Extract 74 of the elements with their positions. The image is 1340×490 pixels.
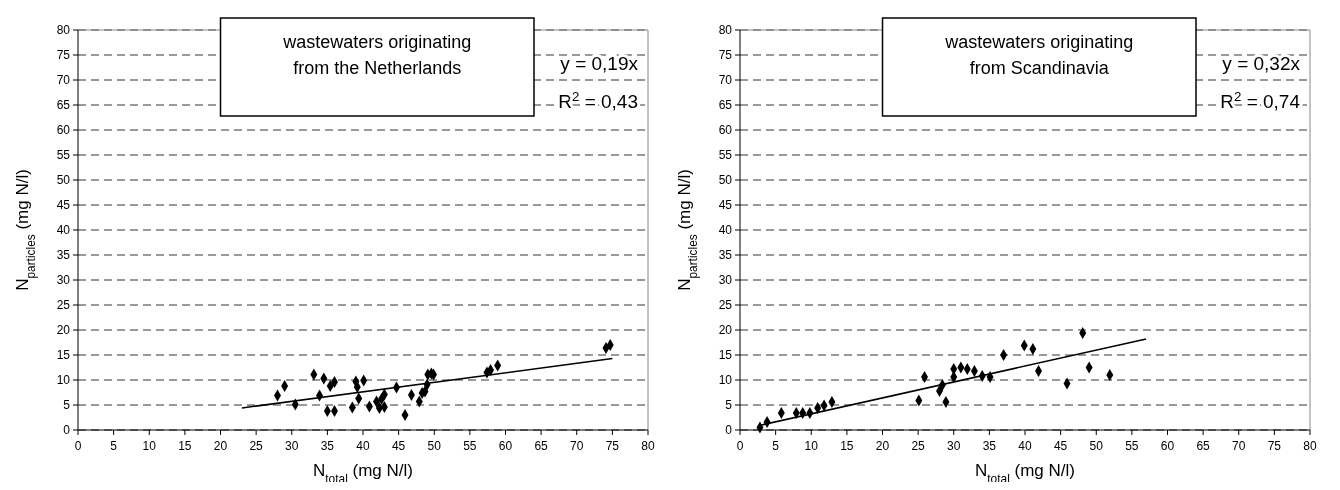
- x-tick-label: 35: [982, 439, 997, 453]
- y-tick-label: 70: [56, 73, 71, 88]
- x-tick-label: 20: [213, 439, 228, 453]
- x-tick-label: 15: [840, 439, 854, 453]
- x-tick-label: 15: [178, 439, 192, 453]
- x-tick-label: 70: [570, 439, 584, 453]
- x-tick-label: 35: [320, 439, 335, 453]
- y-tick-label: 80: [56, 23, 71, 38]
- y-tick-label: 50: [718, 173, 733, 188]
- y-tick-label: 55: [56, 148, 71, 163]
- x-tick-label: 50: [427, 439, 442, 453]
- y-tick-label: 0: [63, 423, 71, 438]
- y-tick-label: 20: [56, 323, 71, 338]
- x-tick-label: 60: [498, 439, 513, 453]
- x-tick-label: 25: [249, 439, 264, 453]
- annotation: R$^{2}$ = 0,74: [1220, 88, 1301, 112]
- y-tick-label: 40: [56, 223, 71, 238]
- y-tick-label: 60: [56, 123, 71, 138]
- y-tick-label: 10: [718, 373, 733, 388]
- y-tick-label: 5: [725, 398, 733, 413]
- x-tick-label: 10: [142, 439, 157, 453]
- y-tick-label: 20: [718, 323, 733, 338]
- x-tick-label: 20: [875, 439, 890, 453]
- y-tick-label: 80: [718, 23, 733, 38]
- y-tick-label: 5: [63, 398, 71, 413]
- y-tick-label: 65: [56, 98, 71, 113]
- y-tick-label: 65: [718, 98, 733, 113]
- y-tick-label: 45: [718, 198, 733, 213]
- y-tick-label: 75: [56, 48, 71, 63]
- x-tick-label: 10: [804, 439, 819, 453]
- y-tick-label: 25: [718, 298, 733, 313]
- x-tick-label: 55: [463, 439, 477, 453]
- y-tick-label: 35: [56, 248, 71, 263]
- y-tick-label: 30: [718, 273, 733, 288]
- x-tick-label: 80: [1303, 439, 1317, 453]
- y-tick-label: 15: [718, 348, 733, 363]
- x-tick-label: 0: [74, 439, 82, 453]
- annotation: y = 0,32x: [1222, 53, 1301, 74]
- y-tick-label: 0: [725, 423, 733, 438]
- y-tick-label: 30: [56, 273, 71, 288]
- x-tick-label: 70: [1232, 439, 1246, 453]
- y-tick-label: 50: [56, 173, 71, 188]
- x-tick-label: 40: [356, 439, 370, 453]
- x-tick-label: 60: [1160, 439, 1175, 453]
- y-tick-label: 75: [718, 48, 733, 63]
- y-tick-label: 60: [718, 123, 733, 138]
- y-tick-label: 45: [56, 198, 71, 213]
- x-tick-label: 75: [1267, 439, 1282, 453]
- y-tick-label: 35: [718, 248, 733, 263]
- y-tick-label: 15: [56, 348, 71, 363]
- y-tick-label: 40: [718, 223, 733, 238]
- x-tick-label: 55: [1125, 439, 1139, 453]
- y-tick-label: 70: [718, 73, 733, 88]
- annotation: R$^{2}$ = 0,43: [558, 88, 638, 112]
- x-tick-label: 75: [605, 439, 620, 453]
- y-tick-label: 10: [56, 373, 71, 388]
- x-tick-label: 50: [1089, 439, 1104, 453]
- x-tick-label: 5: [110, 439, 118, 453]
- x-tick-label: 45: [391, 439, 406, 453]
- x-tick-label: 0: [736, 439, 744, 453]
- title-text-box: wastewaters originating from the Netherlands: [219, 17, 535, 117]
- x-tick-label: 30: [947, 439, 961, 453]
- x-tick-label: 45: [1053, 439, 1068, 453]
- y-tick-label: 25: [56, 298, 71, 313]
- x-tick-label: 30: [285, 439, 299, 453]
- x-tick-label: 80: [641, 439, 655, 453]
- title-text-box: wastewaters originating from Scandinavia: [881, 17, 1197, 117]
- x-tick-label: 65: [1196, 439, 1211, 453]
- x-tick-label: 5: [772, 439, 780, 453]
- x-tick-label: 40: [1018, 439, 1032, 453]
- y-tick-label: 55: [718, 148, 733, 163]
- x-tick-label: 65: [534, 439, 549, 453]
- annotation: y = 0,19x: [560, 53, 639, 74]
- x-tick-label: 25: [911, 439, 926, 453]
